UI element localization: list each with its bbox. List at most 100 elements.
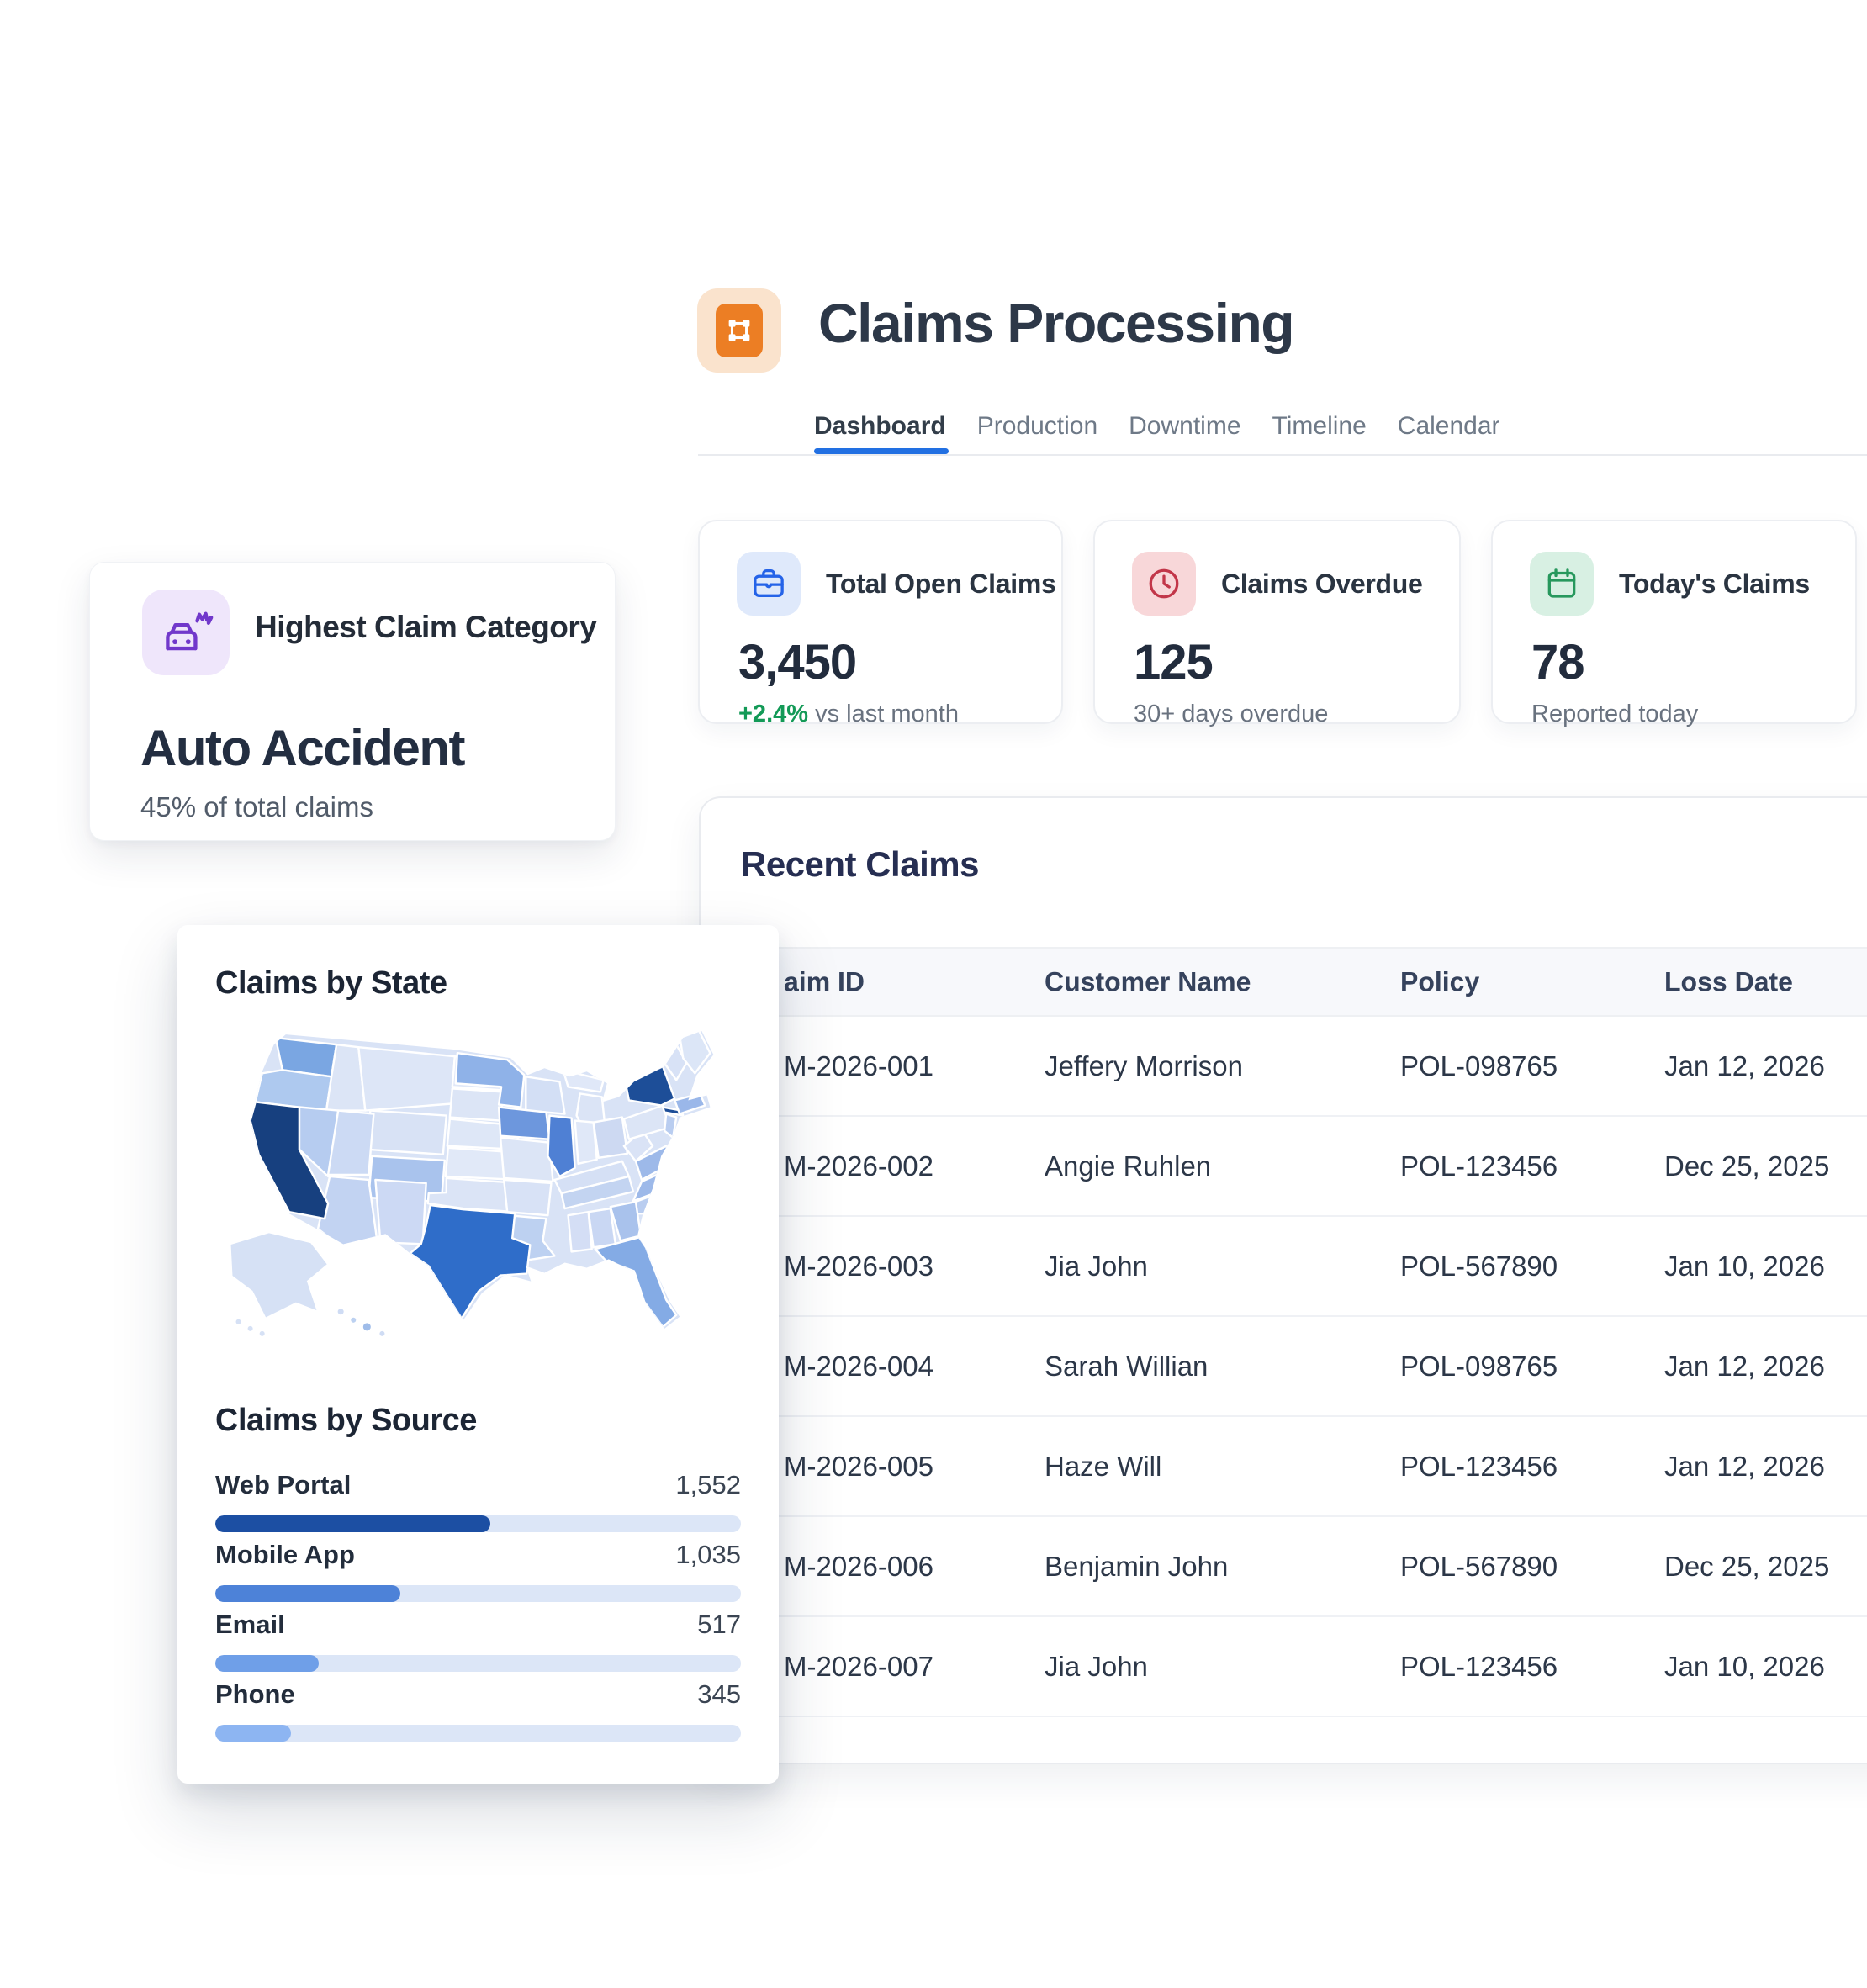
table-header: aim ID Customer Name Policy Loss Date [701, 947, 1867, 1017]
source-bar-phone: Phone 345 [215, 1679, 741, 1742]
progress-track [215, 1655, 741, 1672]
claims-by-state-card: Claims by State [177, 925, 779, 1784]
stat-subtext: Reported today [1531, 701, 1699, 727]
stat-label: Claims Overdue [1221, 568, 1423, 599]
highest-claim-category-subtitle: 45% of total claims [140, 791, 373, 822]
progress-fill [215, 1725, 291, 1742]
source-label: Email [215, 1610, 285, 1639]
briefcase-icon [737, 552, 801, 616]
cell-loss-date: Dec 25, 2025 [1664, 1550, 1830, 1582]
cell-policy: POL-098765 [1400, 1350, 1558, 1382]
stat-delta: +2.4% [738, 701, 809, 727]
table-row[interactable]: M-2026-006 Benjamin John POL-567890 Dec … [701, 1517, 1867, 1617]
progress-fill [215, 1515, 490, 1532]
highest-claim-category-title: Highest Claim Category [255, 610, 597, 644]
stat-value: 3,450 [738, 635, 857, 690]
stat-value: 125 [1134, 635, 1214, 690]
cell-claim-id: M-2026-006 [784, 1550, 934, 1582]
table-row[interactable]: M-2026-003 Jia John POL-567890 Jan 10, 2… [701, 1217, 1867, 1317]
tab-production[interactable]: Production [976, 412, 1098, 440]
stat-value: 78 [1531, 635, 1585, 690]
source-value: 517 [697, 1610, 741, 1639]
cell-policy: POL-567890 [1400, 1250, 1558, 1282]
recent-claims-panel: Recent Claims aim ID Customer Name Polic… [699, 796, 1867, 1764]
cell-loss-date: Jan 10, 2026 [1664, 1650, 1825, 1682]
cell-claim-id: M-2026-003 [784, 1250, 934, 1282]
tab-calendar[interactable]: Calendar [1397, 412, 1500, 440]
progress-track [215, 1725, 741, 1742]
highest-claim-category-card: Highest Claim Category Auto Accident 45%… [89, 562, 616, 841]
cell-loss-date: Jan 12, 2026 [1664, 1450, 1825, 1482]
stat-subtext: 30+ days overdue [1134, 701, 1329, 727]
app-icon [697, 288, 781, 373]
cell-customer: Jia John [1045, 1250, 1148, 1282]
cell-policy: POL-567890 [1400, 1550, 1558, 1582]
progress-fill [215, 1585, 400, 1602]
calendar-icon [1530, 552, 1594, 616]
cell-policy: POL-123456 [1400, 1150, 1558, 1182]
car-crash-icon [142, 590, 230, 675]
claims-by-source-title: Claims by Source [215, 1403, 477, 1438]
source-bar-mobile-app: Mobile App 1,035 [215, 1540, 741, 1602]
cell-customer: Jeffery Morrison [1045, 1050, 1243, 1081]
cell-policy: POL-123456 [1400, 1450, 1558, 1482]
column-header-loss-date: Loss Date [1664, 966, 1793, 997]
progress-track [215, 1515, 741, 1532]
cell-loss-date: Dec 25, 2025 [1664, 1150, 1830, 1182]
cell-policy: POL-123456 [1400, 1650, 1558, 1682]
highest-claim-category-value: Auto Accident [140, 720, 465, 776]
stat-card-claims-overdue: Claims Overdue 125 30+ days overdue [1093, 520, 1461, 727]
column-header-claim-id: aim ID [784, 966, 865, 997]
cell-customer: Haze Will [1045, 1450, 1162, 1482]
table-row[interactable]: M-2026-001 Jeffery Morrison POL-098765 J… [701, 1017, 1867, 1117]
recent-claims-title: Recent Claims [741, 844, 979, 884]
cell-claim-id: M-2026-001 [784, 1050, 934, 1081]
active-tab-indicator [814, 448, 949, 454]
cell-customer: Benjamin John [1045, 1550, 1229, 1582]
source-label: Phone [215, 1679, 295, 1709]
source-value: 1,552 [675, 1470, 741, 1499]
stat-label: Today's Claims [1619, 568, 1810, 599]
source-value: 1,035 [675, 1540, 741, 1569]
claims-by-state-title: Claims by State [215, 965, 447, 1001]
column-header-policy: Policy [1400, 966, 1480, 997]
stat-card-total-open-claims: Total Open Claims 3,450 +2.4% vs last mo… [698, 520, 1063, 727]
source-label: Mobile App [215, 1540, 355, 1569]
progress-fill [215, 1655, 320, 1672]
cell-customer: Sarah Willian [1045, 1350, 1209, 1382]
source-bar-web-portal: Web Portal 1,552 [215, 1470, 741, 1532]
cell-policy: POL-098765 [1400, 1050, 1558, 1081]
us-choropleth-map [209, 1023, 748, 1352]
page-title: Claims Processing [818, 292, 1295, 354]
cell-loss-date: Jan 10, 2026 [1664, 1250, 1825, 1282]
progress-track [215, 1585, 741, 1602]
cell-loss-date: Jan 12, 2026 [1664, 1350, 1825, 1382]
cell-claim-id: M-2026-007 [784, 1650, 934, 1682]
frame-object-icon [716, 304, 763, 357]
tab-dashboard[interactable]: Dashboard [814, 412, 946, 440]
table-body: M-2026-001 Jeffery Morrison POL-098765 J… [701, 1017, 1867, 1717]
cell-claim-id: M-2026-005 [784, 1450, 934, 1482]
table-row[interactable]: M-2026-004 Sarah Willian POL-098765 Jan … [701, 1317, 1867, 1417]
table-row[interactable]: M-2026-007 Jia John POL-123456 Jan 10, 2… [701, 1617, 1867, 1717]
source-bar-email: Email 517 [215, 1610, 741, 1672]
source-value: 345 [697, 1679, 741, 1709]
tab-downtime[interactable]: Downtime [1129, 412, 1241, 440]
column-header-customer-name: Customer Name [1045, 966, 1251, 997]
cell-loss-date: Jan 12, 2026 [1664, 1050, 1825, 1081]
table-row[interactable]: M-2026-002 Angie Ruhlen POL-123456 Dec 2… [701, 1117, 1867, 1217]
cell-customer: Angie Ruhlen [1045, 1150, 1212, 1182]
cell-customer: Jia John [1045, 1650, 1148, 1682]
tab-bar: Dashboard Production Downtime Timeline C… [814, 412, 1500, 441]
tab-divider [698, 454, 1867, 456]
cell-claim-id: M-2026-002 [784, 1150, 934, 1182]
cell-claim-id: M-2026-004 [784, 1350, 934, 1382]
stat-label: Total Open Claims [826, 568, 1056, 599]
stat-card-todays-claims: Today's Claims 78 Reported today [1491, 520, 1857, 727]
stat-subtext: +2.4% vs last month [738, 701, 959, 727]
source-label: Web Portal [215, 1470, 352, 1499]
table-row[interactable]: M-2026-005 Haze Will POL-123456 Jan 12, … [701, 1417, 1867, 1517]
tab-timeline[interactable]: Timeline [1272, 412, 1367, 440]
clock-icon [1132, 552, 1196, 616]
